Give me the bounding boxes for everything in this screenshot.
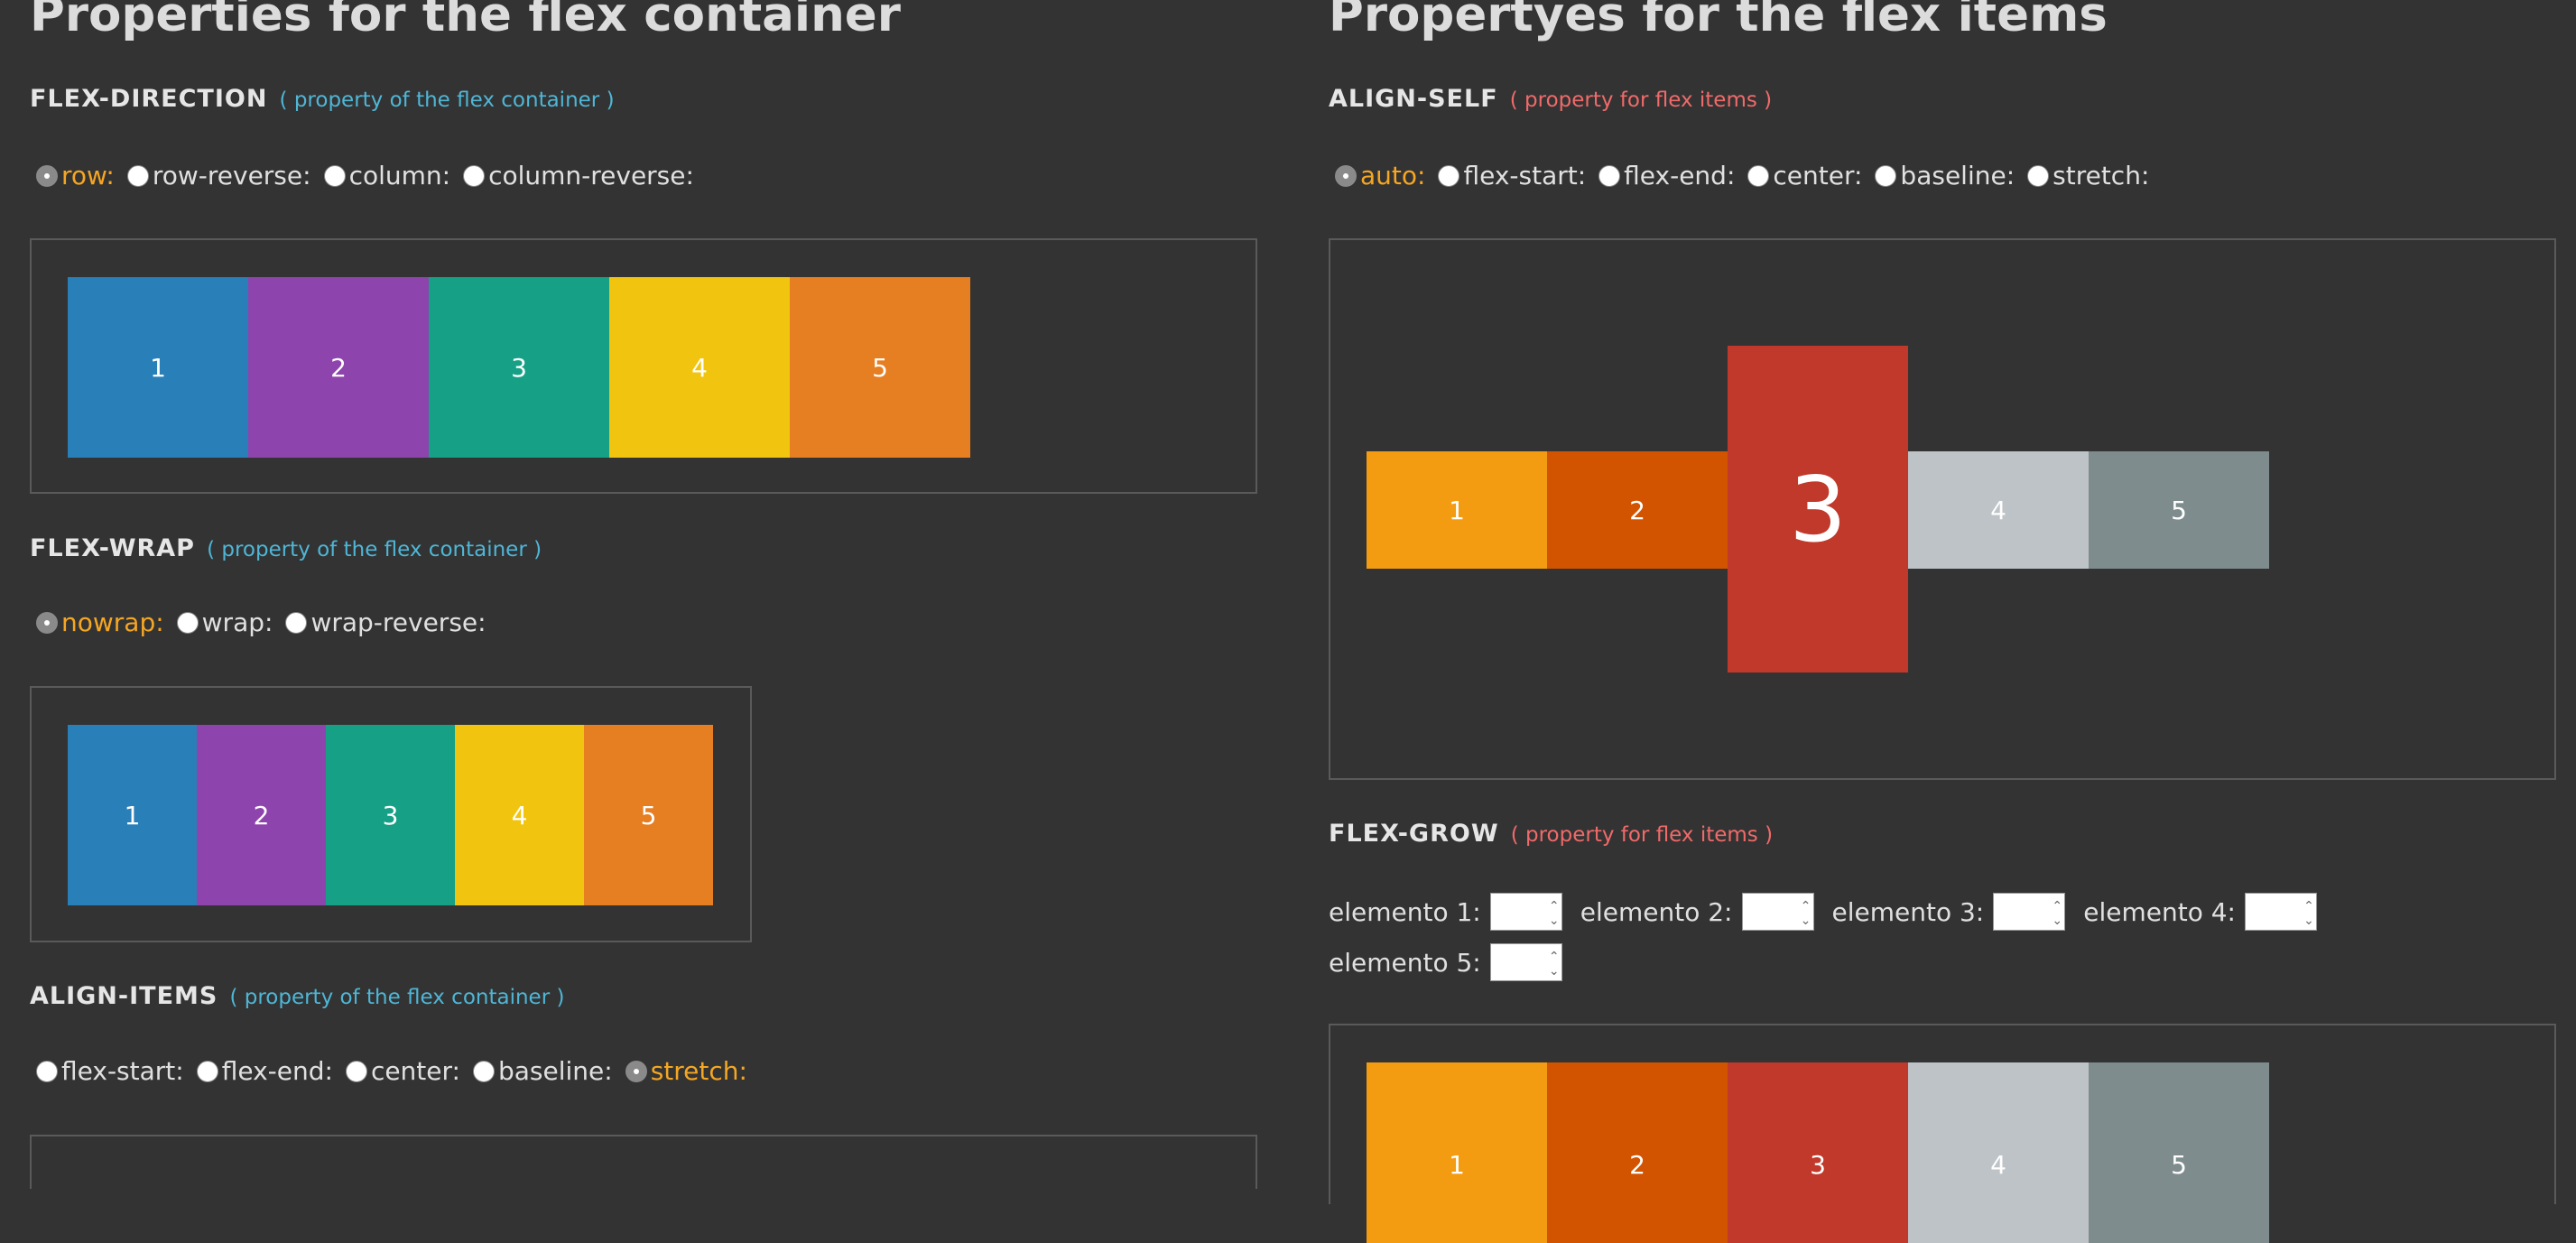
flex-direction-item-4: 4 xyxy=(609,277,790,458)
flex-grow-demo-box: 1 2 3 4 5 xyxy=(1329,1024,2556,1243)
align-self-name: ALIGN-SELF xyxy=(1329,85,1498,113)
align-self-flex-start-option[interactable]: flex-start: xyxy=(1438,161,1586,190)
align-self-item-4: 4 xyxy=(1908,451,2089,569)
flex-direction-item-1: 1 xyxy=(68,277,248,458)
radio-checked-icon[interactable] xyxy=(36,164,58,187)
flex-wrap-nowrap-option[interactable]: nowrap: xyxy=(36,608,164,637)
align-self-note: ( property for flex items ) xyxy=(1509,88,1773,112)
radio-icon[interactable] xyxy=(1875,164,1897,187)
right-title: Propertyes for the flex items xyxy=(1329,0,2108,42)
radio-icon[interactable] xyxy=(1747,164,1770,187)
flex-direction-item-3: 3 xyxy=(429,277,609,458)
flex-grow-item-3: 3 xyxy=(1728,1062,1908,1243)
flex-grow-field-5: elemento 5: xyxy=(1329,943,1562,981)
flex-direction-column-reverse-option[interactable]: column-reverse: xyxy=(463,161,694,190)
align-self-center-option[interactable]: center: xyxy=(1747,161,1862,190)
radio-checked-icon[interactable] xyxy=(625,1060,647,1082)
align-items-flex-end-option[interactable]: flex-end: xyxy=(196,1056,333,1086)
radio-icon[interactable] xyxy=(2027,164,2050,187)
align-self-options: auto: flex-start: flex-end: center: base… xyxy=(1335,161,2162,190)
align-self-stretch-option[interactable]: stretch: xyxy=(2027,161,2149,190)
radio-icon[interactable] xyxy=(345,1060,367,1082)
flex-grow-field-2: elemento 2: xyxy=(1580,893,1814,931)
flex-grow-heading: FLEX-GROW ( property for flex items ) xyxy=(1329,820,1773,848)
align-items-demo-box xyxy=(30,1135,1257,1189)
flex-grow-item-4: 4 xyxy=(1908,1062,2089,1243)
flex-wrap-item-5: 5 xyxy=(584,725,713,905)
flex-wrap-name: FLEX-WRAP xyxy=(30,534,195,562)
flex-grow-field-1: elemento 1: xyxy=(1329,893,1562,931)
flex-grow-name: FLEX-GROW xyxy=(1329,820,1499,848)
flex-grow-input-1[interactable] xyxy=(1489,893,1562,931)
align-self-auto-option[interactable]: auto: xyxy=(1335,161,1425,190)
align-items-name: ALIGN-ITEMS xyxy=(30,982,218,1010)
align-self-item-5: 5 xyxy=(2089,451,2269,569)
flex-grow-label-5: elemento 5: xyxy=(1329,947,1481,978)
align-items-note: ( property of the flex container ) xyxy=(229,986,565,1009)
flex-direction-row-option[interactable]: row: xyxy=(36,161,115,190)
flex-grow-label-4: elemento 4: xyxy=(2083,896,2236,927)
flex-grow-field-4: elemento 4: xyxy=(2083,893,2317,931)
radio-icon[interactable] xyxy=(126,164,149,187)
radio-icon[interactable] xyxy=(285,611,308,634)
align-items-stretch-option[interactable]: stretch: xyxy=(625,1056,747,1086)
align-items-heading: ALIGN-ITEMS ( property of the flex conta… xyxy=(30,982,564,1010)
align-self-baseline-option[interactable]: baseline: xyxy=(1875,161,2015,190)
flex-grow-item-1: 1 xyxy=(1367,1062,1547,1243)
flex-grow-input-5[interactable] xyxy=(1489,943,1562,981)
flex-wrap-item-2: 2 xyxy=(197,725,326,905)
flex-wrap-item-4: 4 xyxy=(455,725,584,905)
flex-wrap-demo-box: 1 2 3 4 5 xyxy=(30,686,752,942)
flex-wrap-item-1: 1 xyxy=(68,725,197,905)
radio-icon[interactable] xyxy=(36,1060,58,1082)
flex-grow-fields-row-2: elemento 5: xyxy=(1329,943,1580,981)
align-self-item-1: 1 xyxy=(1367,451,1547,569)
align-self-item-3: 3 xyxy=(1728,346,1908,673)
flex-direction-name: FLEX-DIRECTION xyxy=(30,85,268,113)
align-items-flex-start-option[interactable]: flex-start: xyxy=(36,1056,184,1086)
flex-direction-heading: FLEX-DIRECTION ( property of the flex co… xyxy=(30,85,615,113)
align-self-demo-box: 1 2 3 4 5 xyxy=(1329,238,2556,780)
flex-grow-label-3: elemento 3: xyxy=(1831,896,1985,927)
align-self-heading: ALIGN-SELF ( property for flex items ) xyxy=(1329,85,1772,113)
radio-checked-icon[interactable] xyxy=(1335,164,1357,187)
flex-grow-field-3: elemento 3: xyxy=(1832,893,2066,931)
flex-wrap-item-3: 3 xyxy=(326,725,455,905)
flex-wrap-wrap-reverse-option[interactable]: wrap-reverse: xyxy=(285,608,486,637)
radio-icon[interactable] xyxy=(472,1060,495,1082)
flex-grow-input-4[interactable] xyxy=(2245,893,2317,931)
flex-direction-item-2: 2 xyxy=(248,277,429,458)
flex-wrap-note: ( property of the flex container ) xyxy=(207,538,542,561)
radio-icon[interactable] xyxy=(1438,164,1460,187)
flex-direction-demo-box: 1 2 3 4 5 xyxy=(30,238,1257,494)
align-items-center-option[interactable]: center: xyxy=(345,1056,460,1086)
radio-icon[interactable] xyxy=(196,1060,218,1082)
left-title: Properties for the flex container xyxy=(30,0,901,42)
flex-grow-item-2: 2 xyxy=(1547,1062,1728,1243)
flex-grow-note: ( property for flex items ) xyxy=(1510,823,1774,847)
flex-direction-options: row: row-reverse: column: column-reverse… xyxy=(36,161,707,190)
radio-checked-icon[interactable] xyxy=(36,611,58,634)
flex-direction-row-reverse-option[interactable]: row-reverse: xyxy=(126,161,311,190)
align-self-item-2: 2 xyxy=(1547,451,1728,569)
flex-direction-column-option[interactable]: column: xyxy=(323,161,450,190)
radio-icon[interactable] xyxy=(323,164,346,187)
radio-icon[interactable] xyxy=(463,164,486,187)
flex-wrap-options: nowrap: wrap: wrap-reverse: xyxy=(36,608,499,637)
flex-grow-label-2: elemento 2: xyxy=(1580,896,1733,927)
align-self-flex-end-option[interactable]: flex-end: xyxy=(1598,161,1735,190)
flex-grow-label-1: elemento 1: xyxy=(1329,896,1481,927)
align-items-options: flex-start: flex-end: center: baseline: … xyxy=(36,1056,760,1086)
flex-wrap-wrap-option[interactable]: wrap: xyxy=(176,608,273,637)
flex-wrap-heading: FLEX-WRAP ( property of the flex contain… xyxy=(30,534,542,562)
radio-icon[interactable] xyxy=(1598,164,1621,187)
flex-grow-input-2[interactable] xyxy=(1741,893,1814,931)
flex-direction-note: ( property of the flex container ) xyxy=(279,88,615,112)
flex-direction-item-5: 5 xyxy=(790,277,970,458)
flex-grow-fields-row-1: elemento 1: elemento 2: elemento 3: elem… xyxy=(1329,893,2335,931)
flex-grow-input-3[interactable] xyxy=(1993,893,2066,931)
radio-icon[interactable] xyxy=(176,611,199,634)
align-items-baseline-option[interactable]: baseline: xyxy=(472,1056,613,1086)
flex-grow-item-5: 5 xyxy=(2089,1062,2269,1243)
